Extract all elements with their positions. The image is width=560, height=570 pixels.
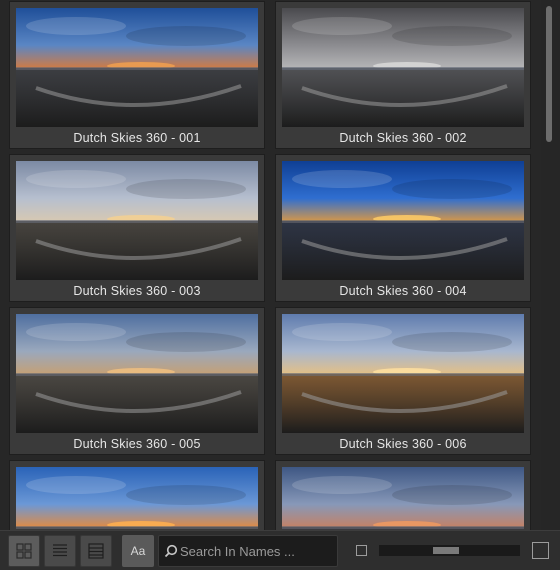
- detail-view-button[interactable]: [80, 535, 112, 567]
- detail-list-icon: [88, 543, 104, 559]
- asset-name-label: Dutch Skies 360 - 004: [339, 284, 467, 298]
- asset-name-label: Dutch Skies 360 - 002: [339, 131, 467, 145]
- hdri-thumbnail: [282, 8, 524, 127]
- asset-tile[interactable]: Dutch Skies 360 - 003: [9, 154, 265, 302]
- scrollbar-thumb[interactable]: [546, 6, 552, 142]
- hdri-thumbnail: [16, 8, 258, 127]
- font-toggle-button[interactable]: Aa: [122, 535, 154, 567]
- slider-thumb[interactable]: [433, 547, 459, 554]
- asset-tile[interactable]: Dutch Skies 360 - 001: [9, 1, 265, 149]
- asset-tile[interactable]: Dutch Skies 360 - 008: [275, 460, 531, 530]
- asset-tile[interactable]: Dutch Skies 360 - 007: [9, 460, 265, 530]
- asset-name-label: Dutch Skies 360 - 006: [339, 437, 467, 451]
- asset-name-label: Dutch Skies 360 - 003: [73, 284, 201, 298]
- asset-name-label: Dutch Skies 360 - 005: [73, 437, 201, 451]
- hdri-thumbnail: [16, 467, 258, 530]
- grid-view-icon: [16, 543, 32, 559]
- asset-tile[interactable]: Dutch Skies 360 - 002: [275, 1, 531, 149]
- vertical-scrollbar[interactable]: [541, 0, 560, 530]
- small-thumbnail-icon[interactable]: [356, 545, 367, 556]
- content-browser: Dutch Skies 360 - 001 Dutch Skies 360 - 0…: [9, 0, 560, 530]
- thumbnail-size-slider[interactable]: [379, 545, 520, 556]
- asset-tile[interactable]: Dutch Skies 360 - 005: [9, 307, 265, 455]
- list-view-button[interactable]: [44, 535, 76, 567]
- asset-name-label: Dutch Skies 360 - 001: [73, 131, 201, 145]
- hdri-thumbnail: [16, 314, 258, 433]
- grid-view-button[interactable]: [8, 535, 40, 567]
- asset-tile[interactable]: Dutch Skies 360 - 004: [275, 154, 531, 302]
- asset-tile[interactable]: Dutch Skies 360 - 006: [275, 307, 531, 455]
- hdri-thumbnail: [282, 161, 524, 280]
- search-icon: [164, 544, 178, 558]
- hdri-thumbnail: [16, 161, 258, 280]
- search-box[interactable]: [158, 535, 338, 567]
- large-thumbnail-icon[interactable]: [532, 542, 549, 559]
- search-input[interactable]: [180, 536, 335, 566]
- hdri-thumbnail: [282, 314, 524, 433]
- hdri-thumbnail: [282, 467, 524, 530]
- list-view-icon: [53, 544, 67, 557]
- bottom-toolbar: Aa: [0, 530, 560, 570]
